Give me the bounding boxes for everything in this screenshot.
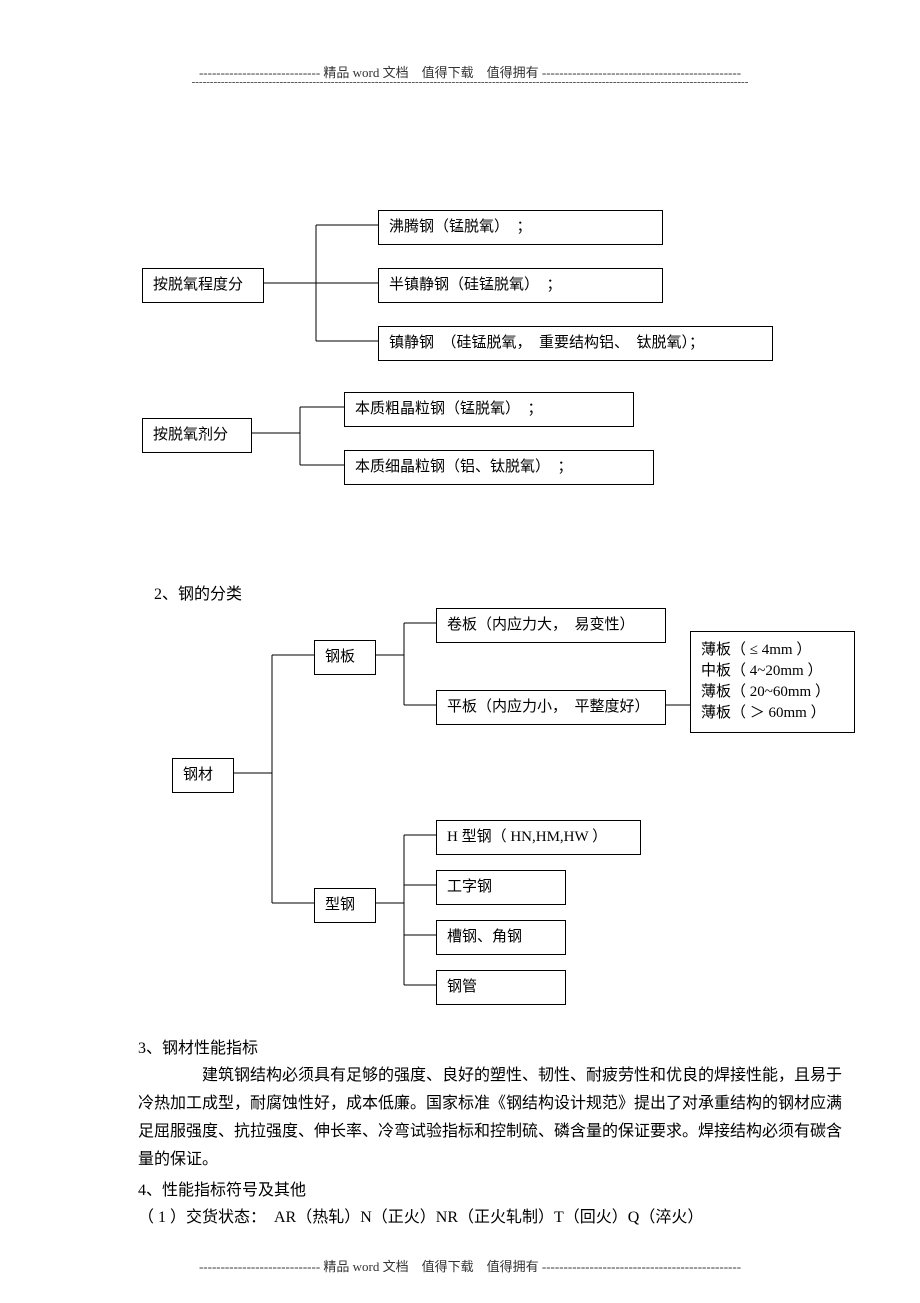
node-steel-material: 钢材	[172, 758, 234, 793]
node-killed-steel: 镇静钢 （硅锰脱氧， 重要结构铝、 钛脱氧）；	[378, 326, 773, 361]
node-steel-pipe: 钢管	[436, 970, 566, 1005]
node-coil-plate: 卷板（内应力大， 易变性）	[436, 608, 666, 643]
footer-banner: ---------------------------- 精品 word 文档 …	[120, 1256, 820, 1275]
node-i-steel: 工字钢	[436, 870, 566, 905]
node-boiling-steel: 沸腾钢（锰脱氧） ；	[378, 210, 663, 245]
section4-title: 4、性能指标符号及其他	[138, 1178, 306, 1204]
section3-body: 建筑钢结构必须具有足够的强度、良好的塑性、韧性、耐疲劳性和优良的焊接性能，且易于…	[138, 1062, 848, 1174]
node-h-steel: H 型钢（ HN,HM,HW ）	[436, 820, 641, 855]
node-channel-angle: 槽钢、角钢	[436, 920, 566, 955]
header-divider-text: ----------------------------------------…	[90, 76, 850, 88]
thickness-line-1: 薄板（ ≤ 4mm ）	[701, 640, 844, 661]
node-thickness-list: 薄板（ ≤ 4mm ） 中板（ 4~20mm ） 薄板（ 20~60mm ） 薄…	[690, 631, 855, 733]
thickness-line-3: 薄板（ 20~60mm ）	[701, 682, 844, 703]
node-deox-degree: 按脱氧程度分	[142, 268, 264, 303]
section3-title: 3、钢材性能指标	[138, 1036, 258, 1062]
node-section-steel: 型钢	[314, 888, 376, 923]
node-deox-agent: 按脱氧剂分	[142, 418, 252, 453]
section4-line1: （ 1 ）交货状态： AR（热轧）N（正火）NR（正火轧制）T（回火）Q（淬火）	[138, 1204, 848, 1232]
section2-title: 2、钢的分类	[154, 582, 242, 608]
thickness-line-2: 中板（ 4~20mm ）	[701, 661, 844, 682]
node-semi-killed-steel: 半镇静钢（硅锰脱氧） ；	[378, 268, 663, 303]
node-fine-grain: 本质细晶粒钢（铝、钛脱氧） ；	[344, 450, 654, 485]
node-steel-plate: 钢板	[314, 640, 376, 675]
node-coarse-grain: 本质粗晶粒钢（锰脱氧） ；	[344, 392, 634, 427]
node-flat-plate: 平板（内应力小， 平整度好）	[436, 690, 666, 725]
thickness-line-4: 薄板（ ＞ 60mm ）	[701, 703, 844, 724]
